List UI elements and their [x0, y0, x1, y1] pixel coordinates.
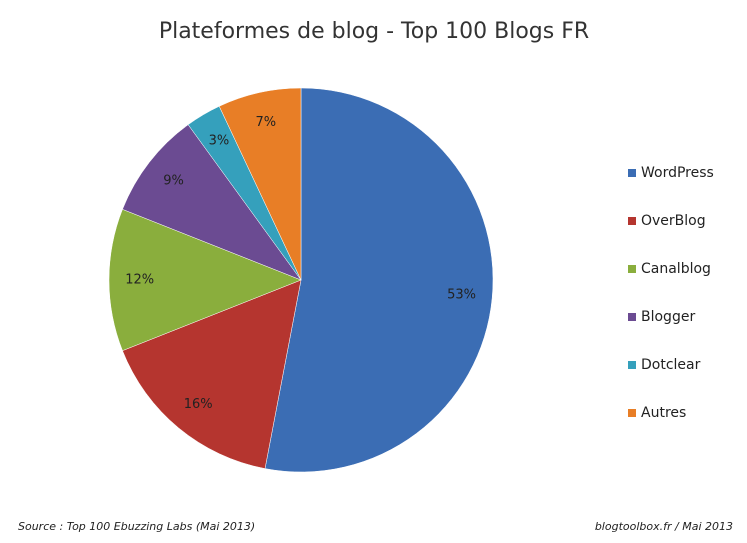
source-note: Source : Top 100 Ebuzzing Labs (Mai 2013…: [18, 520, 255, 533]
legend-label: WordPress: [641, 165, 714, 181]
slice-label: 12%: [125, 273, 154, 288]
legend-swatch: [628, 265, 636, 273]
slice-label: 16%: [184, 397, 213, 412]
pie-slice: [264, 87, 494, 473]
slice-label: 7%: [256, 115, 277, 130]
pie-slice: [108, 208, 302, 352]
slice-label: 3%: [209, 134, 230, 149]
legend-label: OverBlog: [641, 213, 706, 229]
legend-label: Blogger: [641, 309, 695, 325]
slice-label: 53%: [447, 288, 476, 303]
legend-swatch: [628, 313, 636, 321]
legend-label: Autres: [641, 405, 686, 421]
chart-title: Plateformes de blog - Top 100 Blogs FR: [159, 19, 589, 44]
legend-label: Dotclear: [641, 357, 701, 373]
legend-swatch: [628, 217, 636, 225]
slice-label: 9%: [163, 174, 184, 189]
legend-swatch: [628, 361, 636, 369]
credit-note: blogtoolbox.fr / Mai 2013: [595, 520, 733, 533]
pie-slice: [218, 87, 302, 281]
legend-swatch: [628, 409, 636, 417]
pie-slice: [122, 279, 302, 469]
legend-swatch: [628, 169, 636, 177]
pie-slice: [122, 124, 302, 281]
legend-label: Canalblog: [641, 261, 711, 277]
